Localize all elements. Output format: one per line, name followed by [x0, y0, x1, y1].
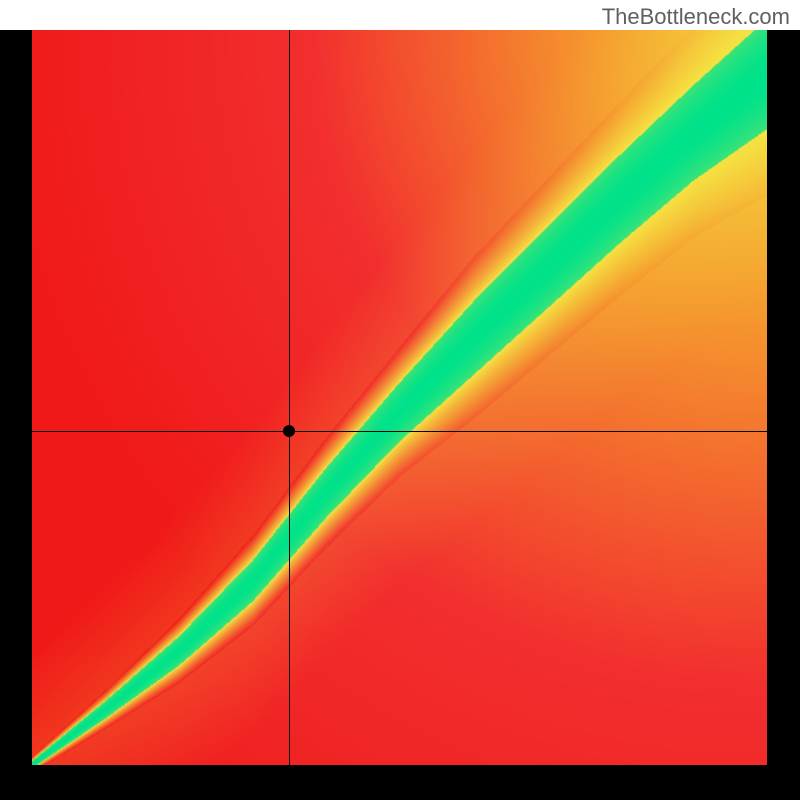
outer-black-frame	[0, 30, 800, 800]
heatmap-canvas	[32, 30, 767, 765]
crosshair-vertical	[289, 30, 290, 765]
heatmap-plot	[32, 30, 767, 765]
crosshair-horizontal	[32, 431, 767, 432]
crosshair-marker	[283, 425, 295, 437]
watermark-text: TheBottleneck.com	[602, 4, 790, 30]
